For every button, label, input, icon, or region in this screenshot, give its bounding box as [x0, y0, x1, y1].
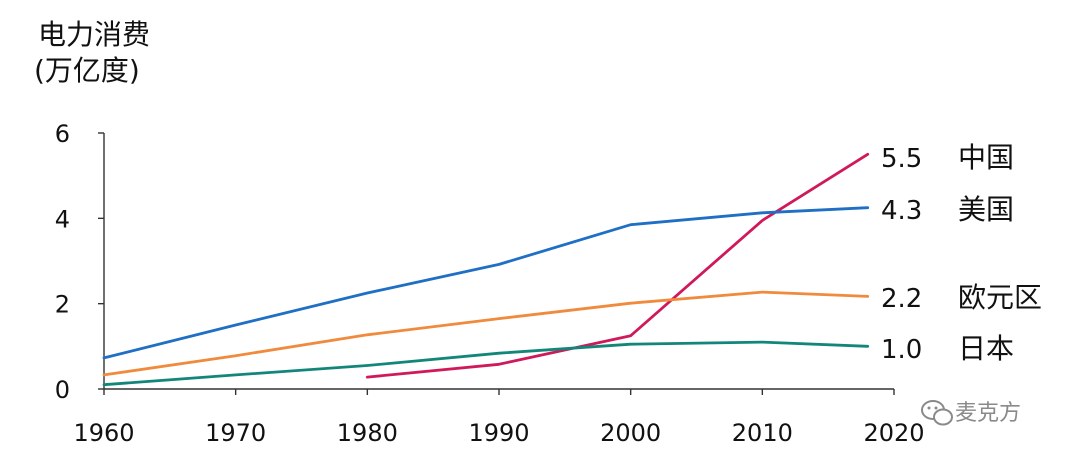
series-name: 欧元区 — [958, 281, 1042, 314]
wechat-icon — [921, 400, 953, 426]
series-line — [102, 340, 870, 387]
y-axis-title-line-2: (万亿度) — [34, 54, 140, 87]
watermark-text: 麦克方 — [955, 401, 1021, 426]
y-tick-label: 0 — [55, 376, 70, 404]
series-name: 日本 — [958, 332, 1014, 365]
series-layer — [102, 152, 870, 387]
series-1 — [365, 152, 870, 379]
series-end-value: 2.2 — [881, 284, 922, 314]
x-tick-label: 1990 — [468, 419, 529, 447]
x-tick-label: 2020 — [863, 419, 924, 447]
axes: 1960 1970 1980 1990 2000 2010 2020 0 2 4 6 — [55, 120, 925, 447]
series-4 — [102, 340, 870, 387]
x-tick-label: 2000 — [600, 419, 661, 447]
series-line — [102, 290, 870, 377]
x-tick-label: 2010 — [732, 419, 793, 447]
series-3 — [102, 290, 870, 377]
series-end-value: 4.3 — [881, 196, 922, 226]
y-tick-label: 4 — [55, 205, 70, 233]
series-end-value: 5.5 — [881, 144, 922, 174]
series-name: 美国 — [958, 193, 1014, 226]
series-2 — [102, 206, 870, 360]
watermark: 麦克方 — [921, 400, 1021, 426]
series-name: 中国 — [958, 141, 1014, 174]
y-axis-title: 电力消费 (万亿度) — [34, 18, 150, 87]
end-labels: 5.5 中国 4.3 美国 2.2 欧元区 1.0 日本 — [881, 141, 1042, 365]
series-end-value: 1.0 — [881, 335, 922, 365]
x-tick-label: 1970 — [205, 419, 266, 447]
x-tick-label: 1960 — [73, 419, 134, 447]
y-tick-label: 6 — [55, 120, 70, 148]
y-axis-title-line-1: 电力消费 — [38, 18, 150, 51]
y-tick-label: 2 — [55, 291, 70, 319]
x-tick-label: 1980 — [337, 419, 398, 447]
